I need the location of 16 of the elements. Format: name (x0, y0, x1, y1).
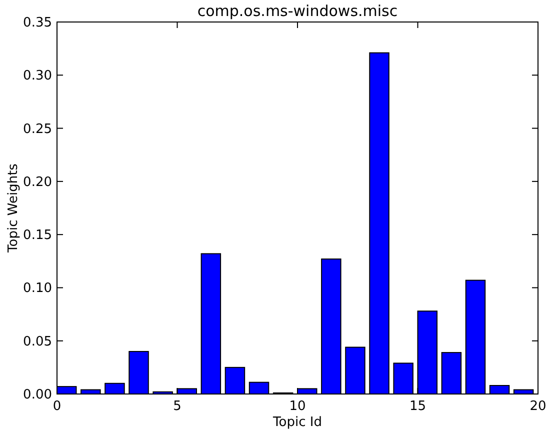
x-axis-title: Topic Id (272, 415, 322, 430)
y-tick-label: 0.05 (23, 334, 52, 350)
y-tick-label: 0.15 (23, 228, 52, 244)
x-tick-label: 15 (409, 399, 426, 414)
y-tick-label: 0.35 (23, 16, 52, 30)
x-tick-label: 20 (530, 399, 546, 414)
y-axis-title: Topic Weights (6, 163, 21, 254)
y-tick-label: 0.10 (23, 281, 52, 296)
y-tick-label: 0.00 (23, 388, 52, 402)
x-tick-label: 0 (52, 399, 62, 414)
chart-title: comp.os.ms-windows.misc (197, 2, 398, 20)
x-tick-label: 10 (289, 399, 306, 414)
y-tick-label: 0.20 (23, 174, 52, 190)
x-tick-label: 5 (173, 399, 182, 414)
y-tick-label: 0.30 (23, 68, 52, 84)
y-tick-label: 0.25 (23, 122, 52, 137)
